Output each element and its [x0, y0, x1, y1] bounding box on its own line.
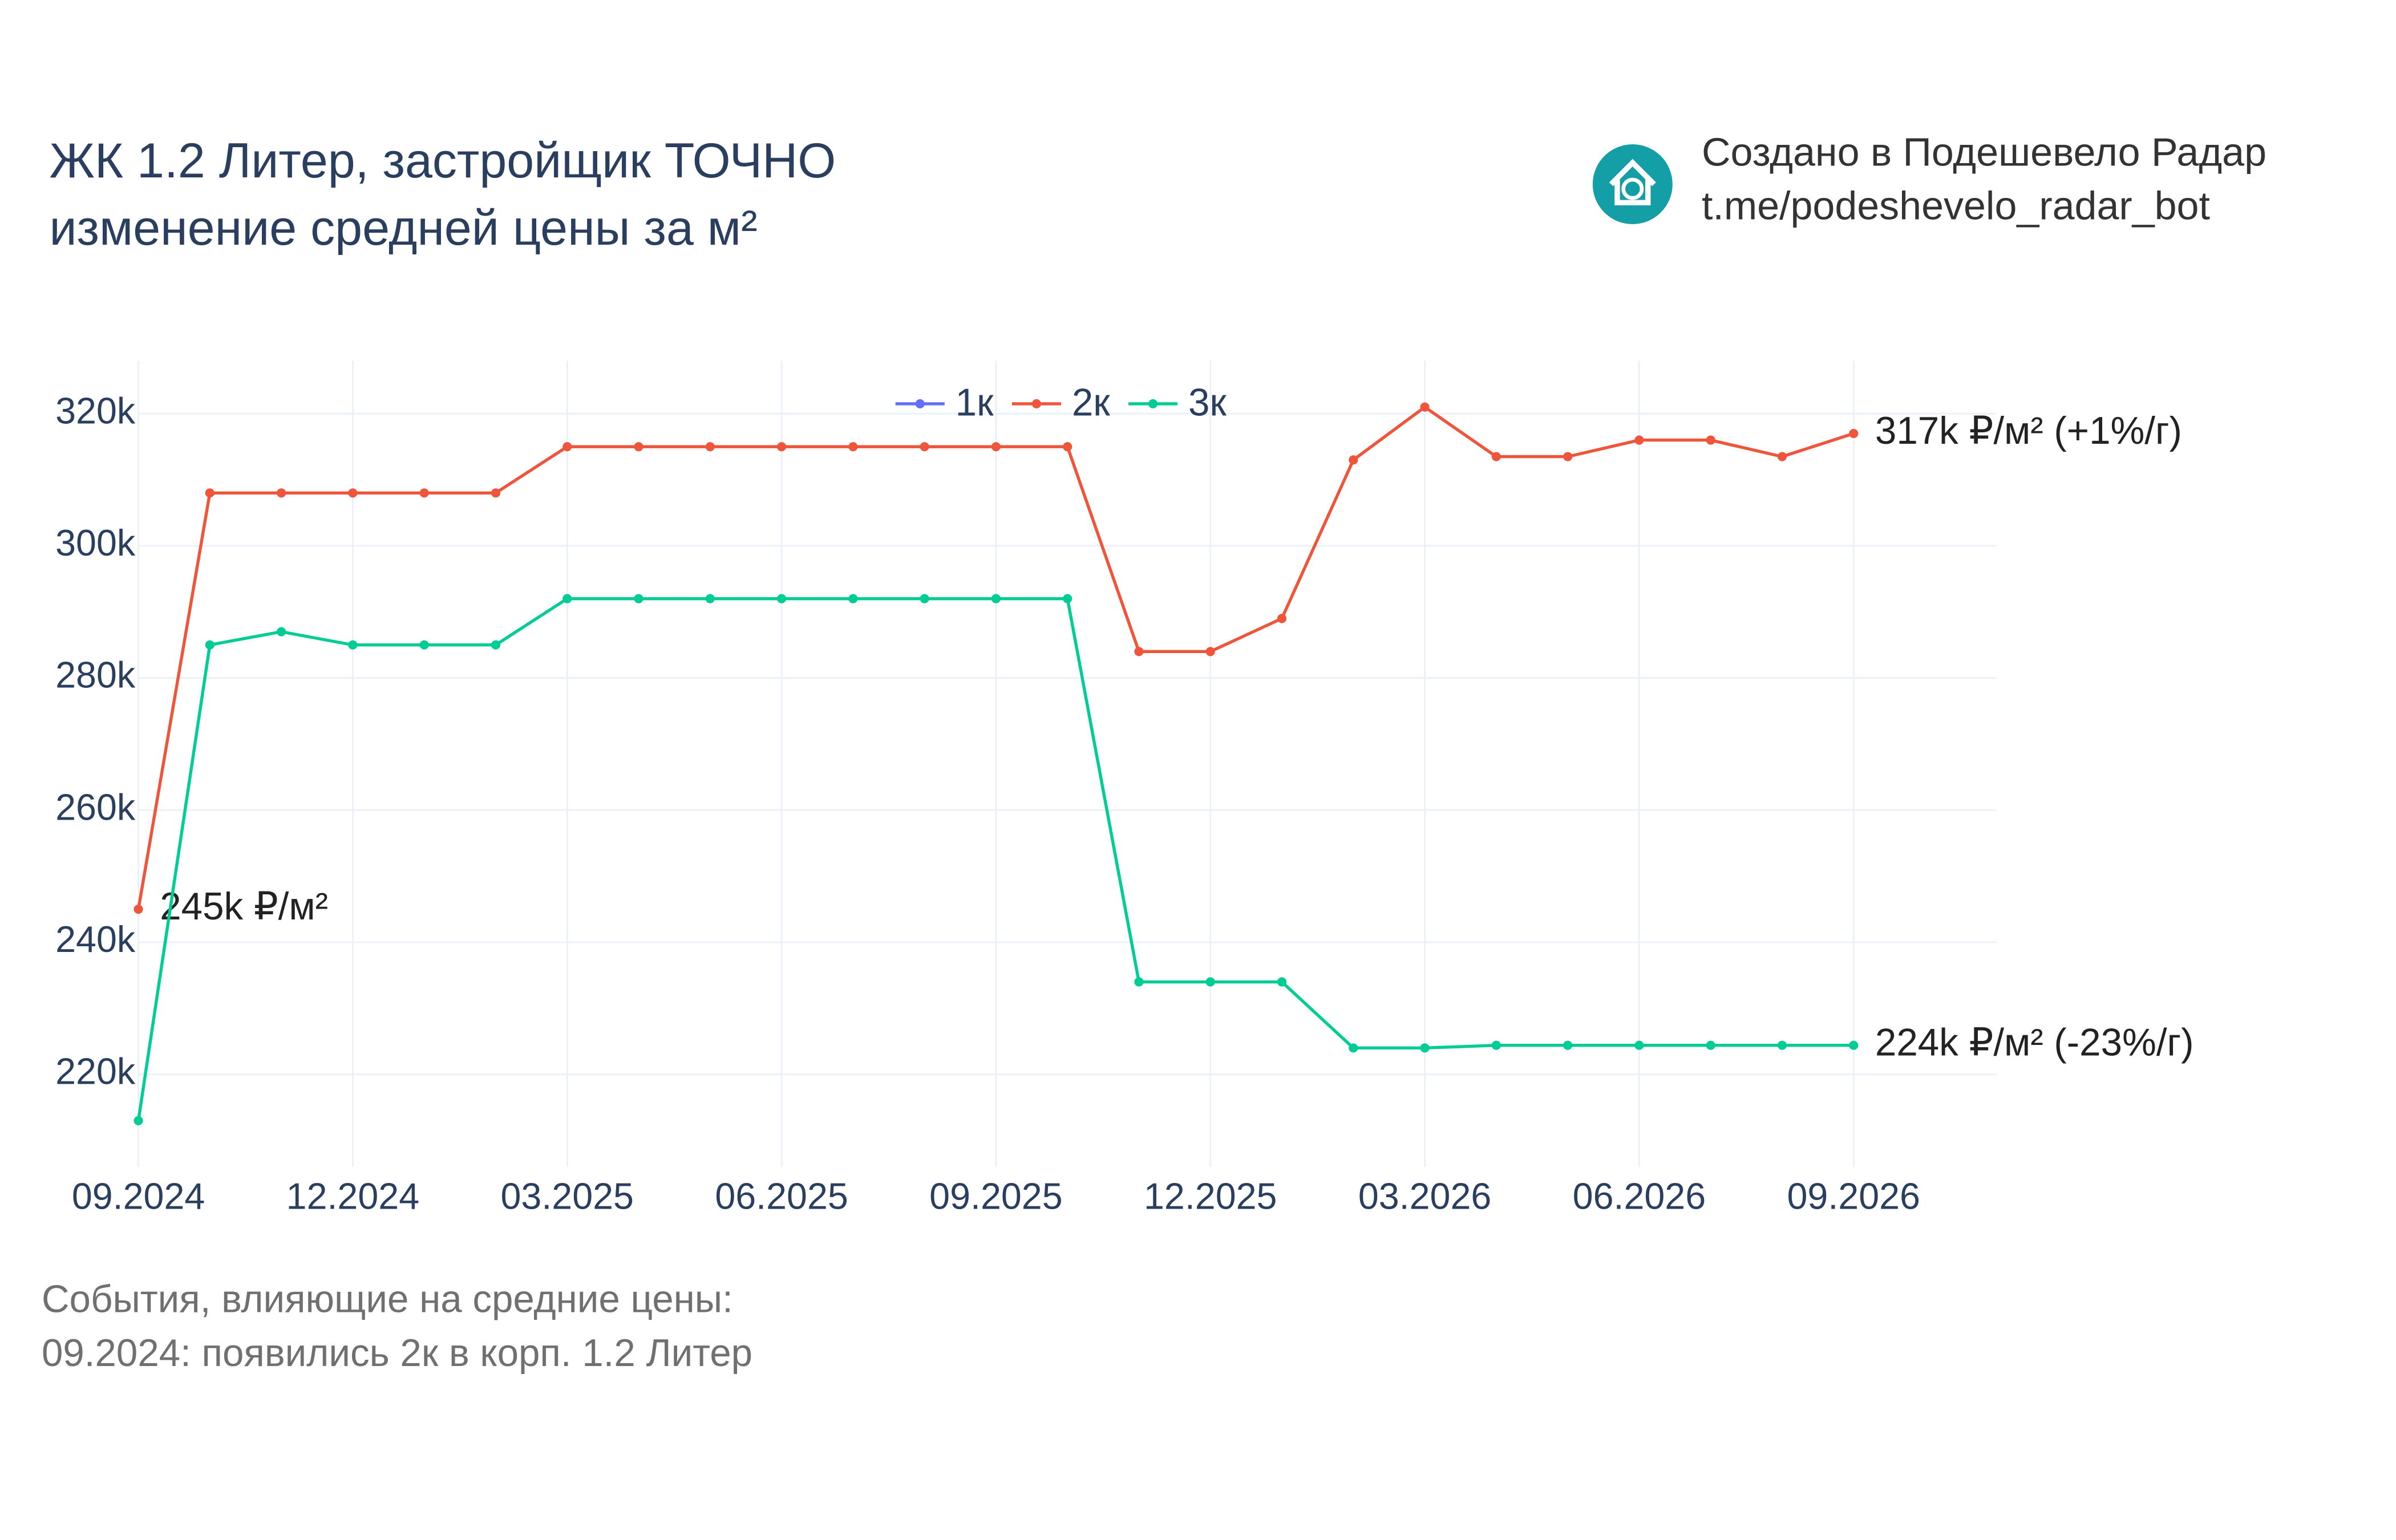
legend-marker — [915, 399, 925, 409]
x-tick-label: 03.2026 — [1358, 1176, 1492, 1217]
series-point — [1205, 647, 1215, 656]
y-tick-label: 260k — [55, 787, 136, 828]
series-point — [133, 1116, 143, 1125]
series-point — [277, 488, 286, 498]
y-tick-label: 220k — [55, 1051, 136, 1092]
logo-circle — [1592, 144, 1673, 225]
series-point — [920, 594, 929, 603]
series-point — [205, 640, 214, 650]
series-point — [1777, 1040, 1787, 1050]
series-point — [1063, 594, 1072, 603]
x-tick-label: 09.2026 — [1787, 1176, 1920, 1217]
series-point — [1205, 977, 1215, 987]
series-point — [1349, 455, 1358, 465]
x-tick-label: 09.2024 — [72, 1176, 205, 1217]
series-point — [1849, 428, 1859, 439]
series-point — [491, 488, 501, 498]
series-point — [562, 594, 572, 603]
x-tick-label: 12.2025 — [1144, 1176, 1277, 1217]
series-point — [1420, 402, 1430, 412]
series-point — [1563, 1040, 1573, 1050]
series-point — [1706, 1040, 1715, 1050]
series-point — [1277, 614, 1287, 623]
series-point — [133, 905, 143, 914]
series-point — [1134, 977, 1144, 987]
chart-title: ЖК 1.2 Литер, застройщик ТОЧНО — [49, 133, 836, 188]
series-point — [348, 640, 358, 650]
series-point — [848, 442, 858, 452]
series-point — [205, 488, 214, 498]
series-point — [1634, 1040, 1644, 1050]
grid — [137, 360, 1997, 1167]
x-tick-label: 06.2025 — [715, 1176, 848, 1217]
series-point — [848, 594, 858, 603]
legend-marker — [1148, 399, 1158, 409]
x-tick-label: 06.2026 — [1573, 1176, 1706, 1217]
logo-house — [1609, 159, 1656, 206]
series-point — [1777, 452, 1787, 461]
series-point — [562, 442, 572, 452]
series-point — [776, 442, 787, 452]
series-point — [776, 594, 787, 603]
series-point — [1134, 647, 1144, 656]
series-point — [1563, 452, 1573, 461]
logo-dot — [1621, 177, 1644, 200]
series-point — [491, 640, 501, 650]
note: 09.2024: появились 2к в корп. 1.2 Литер — [42, 1332, 752, 1375]
chart-title: изменение средней цены за м² — [49, 201, 757, 256]
logo — [1592, 144, 1673, 225]
series-point — [419, 640, 429, 650]
data-label: 245k ₽/м² — [160, 885, 328, 928]
x-tick-label: 09.2025 — [929, 1176, 1062, 1217]
series-point — [705, 594, 715, 603]
series-point — [991, 594, 1001, 603]
x-tick-label: 03.2025 — [500, 1176, 634, 1217]
legend-label: 3к — [1188, 381, 1227, 424]
series-point — [991, 442, 1001, 452]
y-tick-label: 300k — [55, 522, 136, 564]
series-point — [1491, 1040, 1501, 1050]
x-tick-label: 12.2024 — [286, 1176, 420, 1217]
series-point — [277, 627, 286, 637]
series-point — [920, 442, 929, 452]
y-tick-label: 280k — [55, 655, 136, 696]
note: События, влияющие на средние цены: — [42, 1278, 733, 1321]
y-tick-label: 320k — [55, 390, 136, 431]
series-point — [1849, 1040, 1859, 1050]
series-point — [1491, 452, 1501, 461]
series-point — [1706, 435, 1715, 445]
series-point — [634, 594, 643, 603]
series-point — [419, 488, 429, 498]
data-label: 317k ₽/м² (+1%/г) — [1875, 410, 2182, 452]
credit: Создано в Подешевело Радар — [1702, 129, 2267, 174]
y-tick-label: 240k — [55, 919, 136, 960]
series-point — [1634, 435, 1644, 445]
data-label: 224k ₽/м² (-23%/г) — [1875, 1021, 2194, 1064]
series-point — [634, 442, 643, 452]
legend-label: 2к — [1072, 381, 1110, 424]
legend-label: 1к — [956, 381, 994, 424]
credit: t.me/podeshevelo_radar_bot — [1702, 184, 2210, 228]
series-point — [1063, 442, 1072, 452]
series-point — [1277, 977, 1287, 987]
series-point — [1349, 1043, 1358, 1053]
series-point — [705, 442, 715, 452]
series-point — [1420, 1043, 1430, 1053]
series-point — [348, 488, 358, 498]
legend-marker — [1031, 399, 1041, 409]
